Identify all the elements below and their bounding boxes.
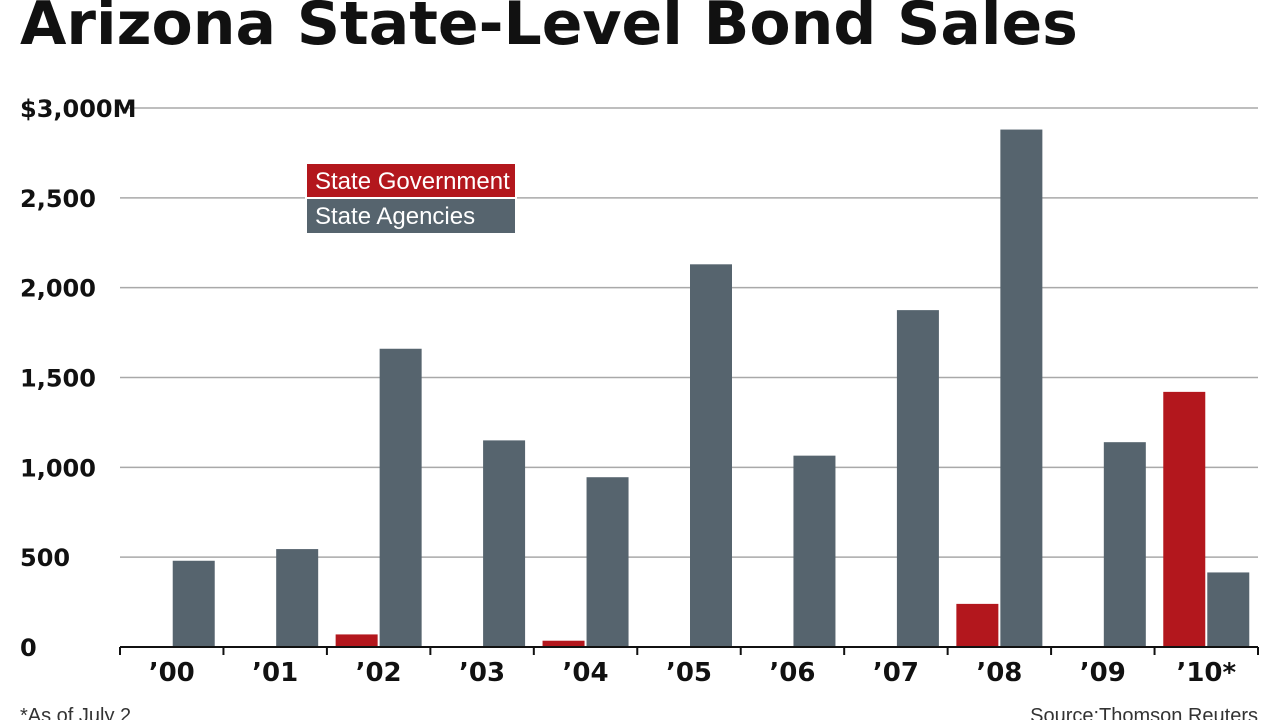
bar-state-agencies-9 xyxy=(1103,442,1146,647)
x-tick-label-1: ’01 xyxy=(252,658,298,688)
x-tick-label-4: ’04 xyxy=(563,658,609,688)
bar-state-agencies-7 xyxy=(896,310,939,647)
x-axis-ticks: ’00 ’01 ’02 ’03 ’04 ’05 ’06 ’07 ’08 ’09 ’10* xyxy=(119,647,1259,688)
bar-state-agencies-2 xyxy=(379,348,422,647)
y-tick-label-3: 1,500 xyxy=(20,365,96,393)
x-tick-label-9: ’09 xyxy=(1080,658,1126,688)
bar-state-agencies-4 xyxy=(586,477,629,647)
legend-label-state-government: State Government xyxy=(315,168,510,195)
x-tick-label-5: ’05 xyxy=(666,658,712,688)
legend: State Government State Agencies xyxy=(305,162,517,235)
bar-state-government-10 xyxy=(1163,391,1206,647)
x-tick-label-3: ’03 xyxy=(459,658,505,688)
x-tick-label-2: ’02 xyxy=(356,658,402,688)
y-tick-label-5: 2,500 xyxy=(20,185,96,213)
x-tick-label-10: ’10* xyxy=(1176,658,1236,688)
y-tick-label-4: 2,000 xyxy=(20,275,96,303)
gridlines xyxy=(120,107,1258,558)
y-tick-label-6: $3,000M xyxy=(20,95,137,123)
x-tick-label-6: ’06 xyxy=(769,658,815,688)
bar-state-agencies-6 xyxy=(793,455,836,647)
bar-state-agencies-5 xyxy=(690,264,732,647)
bar-state-government-2 xyxy=(335,634,378,647)
source-note: Source:Thomson Reuters xyxy=(1030,705,1258,720)
x-tick-label-8: ’08 xyxy=(976,658,1022,688)
legend-swatch-state-agencies xyxy=(307,199,515,233)
bar-state-agencies-1 xyxy=(276,549,319,647)
legend-label-state-agencies: State Agencies xyxy=(315,203,475,230)
y-tick-label-2: 1,000 xyxy=(20,454,96,482)
chart-title: Arizona State-Level Bond Sales xyxy=(20,0,1078,59)
bar-state-agencies-8 xyxy=(1000,129,1043,647)
x-tick-label-7: ’07 xyxy=(873,658,919,688)
x-tick-label-0: ’00 xyxy=(149,658,195,688)
bar-state-agencies-3 xyxy=(483,440,526,647)
legend-swatch-state-government xyxy=(307,164,515,197)
footnote: *As of July 2 xyxy=(20,705,131,720)
y-tick-label-1: 500 xyxy=(20,544,70,572)
bar-state-government-4 xyxy=(542,640,585,647)
bar-state-government-8 xyxy=(956,603,999,647)
bar-state-agencies-0 xyxy=(172,560,215,647)
y-tick-label-0: 0 xyxy=(20,634,37,662)
y-axis-ticks: 0 500 1,000 1,500 2,000 2,500 $3,000M xyxy=(20,95,137,662)
bars xyxy=(172,129,1250,647)
bar-state-agencies-10 xyxy=(1207,572,1250,647)
